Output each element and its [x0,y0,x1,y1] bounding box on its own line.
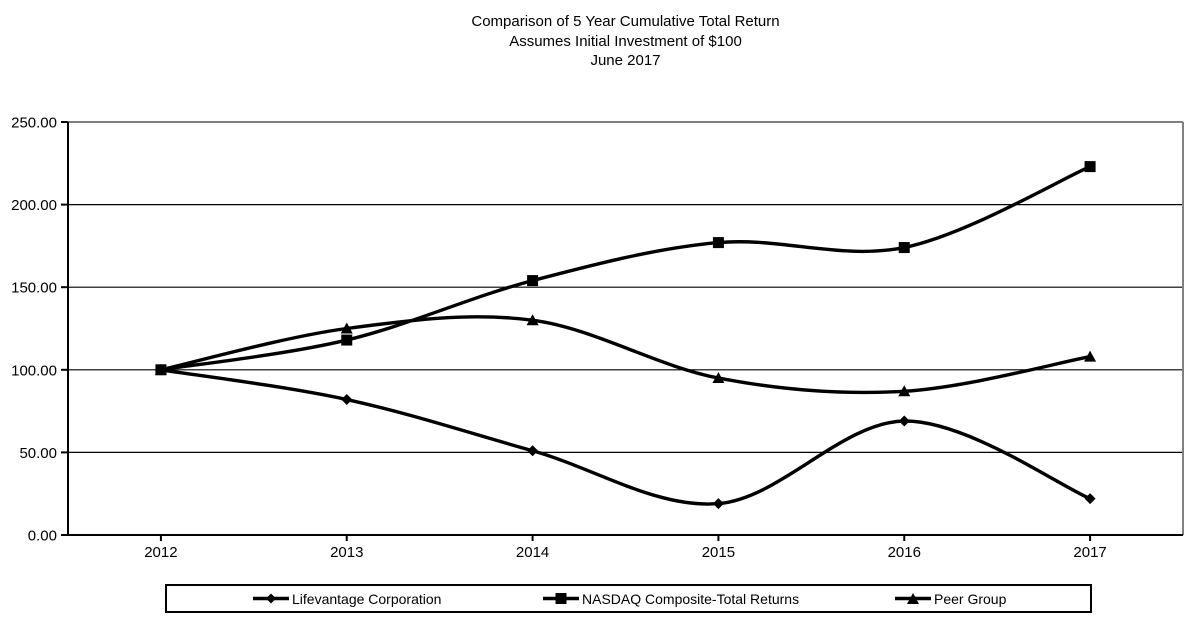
legend-label-peer-group: Peer Group [934,590,1007,607]
data-point-lifevantage-corporation [712,498,724,510]
chart-title-block: Comparison of 5 Year Cumulative Total Re… [68,12,1183,71]
data-point-lifevantage-corporation [1084,493,1096,505]
data-point-peer-group [526,314,539,326]
series-line-peer-group [160,315,1091,395]
data-point-lifevantage-corporation [898,415,910,427]
data-point-lifevantage-corporation [341,394,353,406]
data-point-nasdaq-composite-total-returns [1084,161,1096,173]
legend-label-nasdaq-composite: NASDAQ Composite-Total Returns [582,590,800,607]
chart-title: Comparison of 5 Year Cumulative Total Re… [471,13,780,30]
data-point-peer-group [340,322,353,334]
data-point-lifevantage-corporation [527,445,539,457]
data-point-nasdaq-composite-total-returns [341,334,353,346]
triangle-marker-icon [895,593,931,604]
x-axis-label: 2017 [1073,544,1106,561]
y-axis-label: 250.00 [11,115,57,132]
chart-period-label: June 2017 [590,52,661,69]
chart-subtitle: Assumes Initial Investment of $100 [509,32,742,50]
data-point-nasdaq-composite-total-returns [712,237,724,249]
data-point-nasdaq-composite-total-returns [898,242,910,254]
chart-legend: Lifevantage Corporation NASDAQ Composite… [165,584,1092,613]
data-point-peer-group [154,363,167,375]
data-point-nasdaq-composite-total-returns [527,275,539,287]
x-axis-label: 2016 [888,544,921,561]
x-axis-label: 2012 [144,544,177,561]
x-axis-label: 2014 [516,544,549,561]
y-axis-label: 100.00 [11,362,57,379]
y-axis-label: 150.00 [11,280,57,297]
y-axis-label: 200.00 [11,197,57,214]
y-axis-label: 50.00 [19,445,57,462]
data-point-peer-group [1084,350,1097,362]
legend-item-lifevantage-corporation: Lifevantage Corporation [252,586,441,611]
y-axis-label: 0.00 [28,528,57,545]
series-line-nasdaq-composite-total-returns [160,165,1091,372]
legend-item-nasdaq-composite: NASDAQ Composite-Total Returns [542,586,799,611]
x-axis-label: 2013 [330,544,363,561]
data-point-peer-group [712,372,725,384]
x-axis-label: 2015 [702,544,735,561]
square-marker-icon [543,593,579,604]
diamond-marker-icon [253,593,289,604]
series-line-lifevantage-corporation [160,368,1091,506]
data-point-peer-group [898,385,911,397]
legend-item-peer-group: Peer Group [894,586,1006,611]
legend-label-lifevantage-corporation: Lifevantage Corporation [292,590,442,607]
